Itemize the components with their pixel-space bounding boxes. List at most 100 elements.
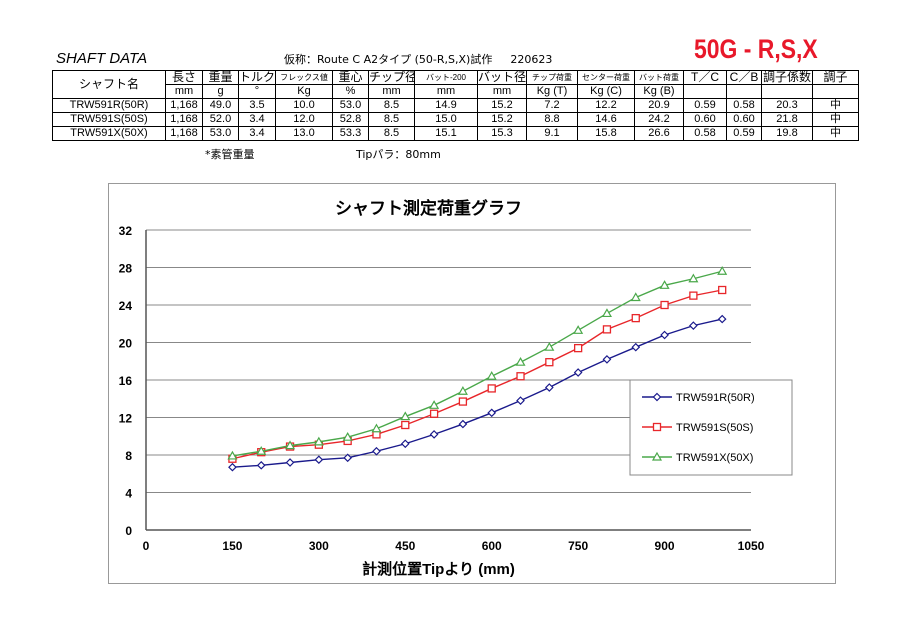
table-cell: 0.60 (726, 112, 762, 127)
unit-cell: mm (165, 84, 203, 99)
data-point-diamond (487, 408, 497, 418)
x-tick-label: 900 (655, 539, 675, 553)
table-cell: 13.0 (275, 126, 333, 141)
data-point-diamond (372, 446, 381, 456)
data-point-square (573, 343, 583, 353)
table-cell: 15.3 (477, 126, 527, 141)
table-cell: 49.0 (202, 98, 239, 113)
column-header: チップ径 (368, 70, 415, 85)
legend-label: TRW591R(50R) (676, 392, 755, 404)
data-point-triangle (256, 446, 267, 455)
column-header: 重心 (332, 70, 369, 85)
table-cell: 0.60 (683, 112, 727, 127)
data-point-diamond (228, 462, 237, 472)
unit-cell (761, 84, 813, 99)
table-cell: TRW591X(50X) (52, 126, 166, 141)
x-tick-label: 1050 (738, 539, 765, 553)
data-point-diamond (314, 455, 324, 465)
table-cell: 15.2 (477, 98, 527, 113)
data-point-diamond (717, 314, 727, 324)
x-tick-label: 600 (482, 539, 502, 553)
table-cell: 0.59 (683, 98, 727, 113)
column-header: バット-200 (414, 70, 478, 85)
x-axis-label: 計測位置Tipより (mm) (362, 560, 515, 578)
table-cell: 8.5 (368, 112, 415, 127)
table-row: TRW591S(50S) 1,168 52.0 3.4 12.0 52.8 8.5 15.0 1… (52, 112, 859, 127)
weight-note: *素管重量 (205, 148, 255, 161)
data-point-diamond (631, 342, 641, 352)
data-point-triangle (717, 266, 728, 275)
data-point-diamond (429, 430, 439, 439)
unit-cell: Kg (C) (577, 84, 635, 99)
data-point-triangle (486, 371, 497, 380)
unit-cell: Kg (B) (634, 84, 684, 99)
table-cell: 10.0 (275, 98, 333, 113)
table-cell: 3.4 (238, 126, 276, 141)
table-cell: 8.8 (526, 112, 578, 127)
data-point-diamond (458, 419, 468, 429)
table-cell: 21.8 (761, 112, 813, 127)
data-point-triangle (688, 273, 699, 283)
data-point-square (718, 285, 727, 295)
table-cell: 26.6 (634, 126, 684, 141)
y-tick-label: 8 (125, 449, 132, 463)
prototype-date: 220623 (510, 53, 553, 66)
weight-flex-badge: 50G - R,S,X (694, 34, 818, 64)
data-point-triangle (630, 292, 641, 302)
data-point-square (487, 384, 496, 393)
data-point-triangle (544, 341, 555, 351)
table-cell: 52.0 (202, 112, 239, 127)
table-row: TRW591R(50R) 1,168 49.0 3.5 10.0 53.0 8.5 14.9 1… (52, 98, 859, 113)
unit-cell: Kg (T) (526, 84, 578, 99)
y-tick-label: 12 (119, 412, 133, 426)
column-header: チップ荷重 (526, 70, 578, 85)
data-point-triangle (659, 280, 670, 289)
column-header: シャフト名 (52, 70, 166, 99)
table-cell: 14.6 (577, 112, 635, 127)
chart-container: シャフト測定荷重グラフ 0 4 8 12 16 20 24 28 32 0 150 300 450 600 7… (92, 183, 836, 584)
data-point-triangle (400, 411, 411, 421)
legend-label: TRW591X(50X) (676, 452, 753, 464)
data-point-diamond (343, 453, 353, 463)
table-cell: 15.2 (477, 112, 527, 127)
y-tick-label: 28 (119, 262, 133, 276)
y-tick-label: 4 (125, 487, 132, 501)
table-cell: 7.2 (526, 98, 578, 113)
data-point-square (429, 409, 439, 418)
table-cell: 19.8 (761, 126, 813, 141)
data-point-triangle (313, 436, 324, 446)
table-cell: 53.0 (202, 126, 239, 141)
unit-cell: mm (414, 84, 478, 99)
column-header: T／C (683, 70, 727, 85)
data-point-triangle (515, 356, 526, 366)
data-point-diamond (516, 396, 525, 405)
data-point-diamond (660, 330, 669, 340)
table-cell: 1,168 (165, 126, 203, 141)
table-cell: TRW591R(50R) (52, 98, 166, 113)
data-point-diamond (285, 458, 295, 467)
table-row: TRW591X(50X) 1,168 53.0 3.4 13.0 53.3 8.5 15.1 1… (52, 126, 859, 141)
table-cell: 1,168 (165, 98, 203, 113)
data-point-square (458, 397, 468, 406)
table-cell: 中 (812, 98, 859, 113)
data-point-triangle (457, 386, 468, 395)
y-tick-label: 16 (119, 374, 133, 388)
column-header: バット荷重 (634, 70, 684, 85)
document-title: SHAFT DATA (56, 50, 148, 67)
data-point-diamond (573, 368, 583, 377)
table-cell: 53.3 (332, 126, 369, 141)
data-point-diamond (602, 355, 612, 364)
table-units-row: mm g ° Kg% mm mm mm Kg (T) Kg (C) Kg (B) (53, 84, 859, 99)
table-cell: 15.0 (414, 112, 478, 127)
unit-cell: g (202, 84, 239, 99)
column-header: バット径 (477, 70, 527, 85)
column-header: フレックス値 (275, 70, 333, 85)
x-tick-label: 300 (309, 539, 329, 553)
data-point-square (602, 325, 612, 334)
legend-marker-triangle (651, 451, 663, 461)
data-point-triangle (601, 308, 612, 318)
column-header: センター荷重 (577, 70, 635, 85)
column-header: トルク (238, 70, 276, 85)
column-header: 長さ (165, 70, 203, 85)
data-point-square (660, 300, 669, 310)
